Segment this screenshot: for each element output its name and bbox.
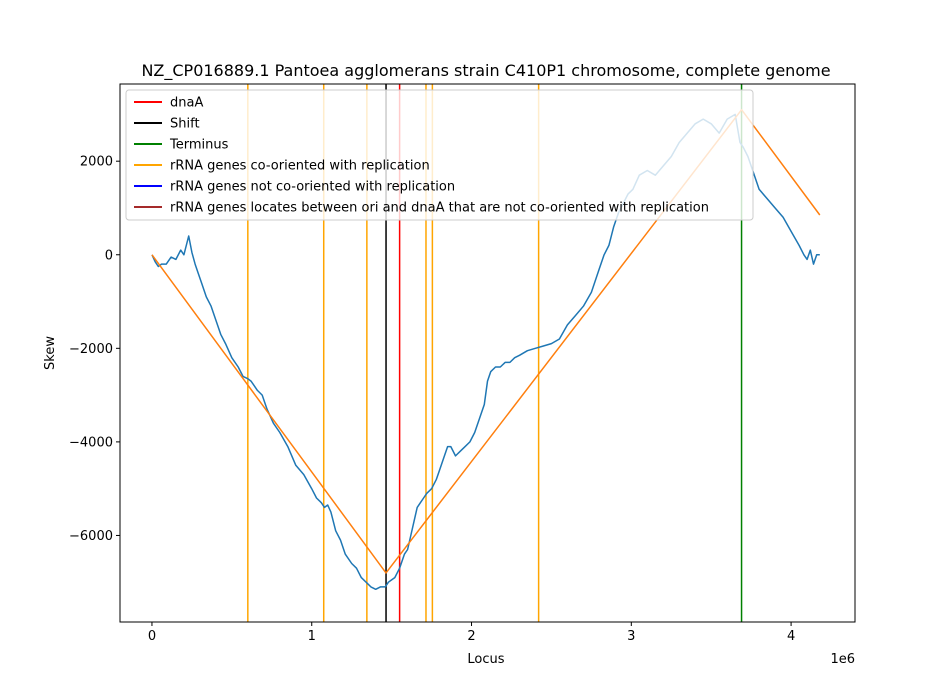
x-axis: 0 1 2 3 4	[148, 622, 795, 644]
x-axis-label: Locus	[467, 652, 504, 667]
axes-frame	[119, 83, 856, 623]
y-axis: −6000 −4000 −2000 0 2000	[69, 155, 120, 544]
y-tick-label: 0	[105, 248, 113, 263]
legend-label: rRNA genes not co-oriented with replicat…	[170, 180, 455, 195]
x-tick-label: 3	[627, 629, 635, 644]
x-tick-label: 1	[308, 629, 316, 644]
chart-title: NZ_CP016889.1 Pantoea agglomerans strain…	[141, 61, 830, 81]
y-tick-label: −6000	[69, 529, 113, 544]
legend-label: rRNA genes locates between ori and dnaA …	[170, 201, 709, 216]
legend: dnaA Shift Terminus rRNA genes co-oriented …	[125, 89, 754, 221]
legend-label: Shift	[170, 117, 200, 132]
y-axis-label: Skew	[43, 336, 58, 370]
y-tick-label: −4000	[69, 435, 113, 450]
y-tick-label: −2000	[69, 342, 113, 357]
x-tick-label: 4	[787, 629, 795, 644]
x-tick-label: 0	[148, 629, 156, 644]
fit-series-line	[151, 108, 821, 574]
y-tick-label: 2000	[80, 155, 113, 170]
x-tick-label: 2	[467, 629, 475, 644]
legend-label: dnaA	[170, 96, 203, 111]
x-offset-text: 1e6	[830, 652, 855, 667]
legend-box	[125, 89, 754, 221]
legend-label: rRNA genes co-oriented with replication	[170, 159, 430, 174]
legend-label: Terminus	[169, 138, 229, 153]
